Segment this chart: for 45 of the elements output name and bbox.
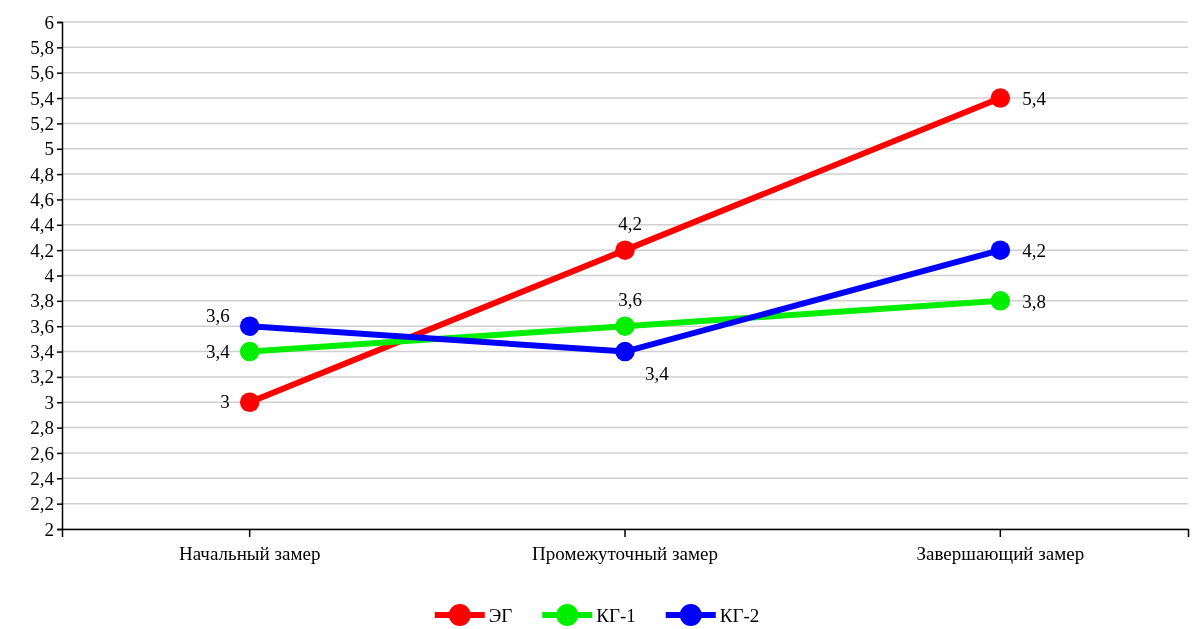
y-tick-label: 5,2 <box>30 112 54 134</box>
data-label: 3,6 <box>618 289 642 311</box>
point <box>990 88 1011 108</box>
point <box>239 316 260 336</box>
data-label: 3 <box>220 391 230 413</box>
data-label: 3,4 <box>205 340 231 362</box>
point <box>615 240 635 260</box>
x-tick-label: Начальный замер <box>178 543 321 565</box>
y-tick-label: 2 <box>44 518 54 540</box>
y-tick-label: 3,2 <box>30 366 54 388</box>
x-tick-label: Промежуточный замер <box>532 543 718 565</box>
x-tick-label: Завершающий замер <box>916 543 1085 565</box>
point <box>239 392 260 412</box>
data-label: 3,8 <box>1022 290 1047 312</box>
y-tick-label: 5,8 <box>30 36 54 58</box>
point <box>990 240 1011 260</box>
y-tick-label: 6 <box>44 11 54 33</box>
point <box>615 316 635 336</box>
y-tick-label: 3,4 <box>30 341 55 363</box>
y-tick-label: 2,6 <box>30 442 54 464</box>
y-tick-label: 2,4 <box>30 467 55 489</box>
point <box>990 291 1011 311</box>
point <box>615 341 635 362</box>
y-tick-label: 3 <box>44 391 54 413</box>
y-tick-label: 4,8 <box>30 163 54 185</box>
data-label: 3,4 <box>645 362 670 384</box>
y-tick-label: 4,2 <box>30 239 54 261</box>
y-tick-label: 3,8 <box>30 290 54 312</box>
point <box>239 341 260 362</box>
data-label: 5,4 <box>1022 88 1047 110</box>
y-tick-label: 5 <box>44 138 54 160</box>
y-tick-label: 5,6 <box>30 62 54 84</box>
y-tick-label: 3,6 <box>30 315 54 337</box>
y-tick-label: 4,4 <box>30 214 55 236</box>
y-tick-label: 2,8 <box>30 417 54 439</box>
legend-label: КГ-2 <box>719 605 760 626</box>
y-tick-label: 5,4 <box>30 87 55 109</box>
legend-label: ЭГ <box>488 605 513 626</box>
data-label: 4,2 <box>1022 240 1047 262</box>
data-label: 4,2 <box>618 213 642 235</box>
y-tick-label: 4 <box>44 265 55 287</box>
data-label: 3,6 <box>205 305 230 327</box>
y-tick-label: 2,2 <box>30 493 54 515</box>
legend-label: КГ-1 <box>596 605 636 626</box>
y-tick-label: 4,6 <box>30 189 54 211</box>
